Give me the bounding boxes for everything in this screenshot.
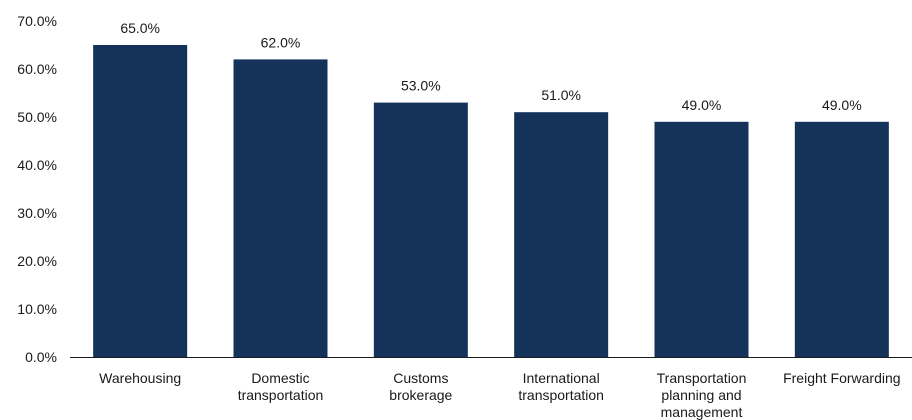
y-tick-label: 40.0%	[17, 157, 57, 173]
bar	[794, 121, 889, 357]
bar	[233, 59, 328, 358]
x-category-label: planning and	[661, 387, 741, 403]
x-axis: Warehousing DomestictransportationCustoms…	[70, 357, 912, 420]
x-category-label: transportation	[518, 387, 604, 403]
bar-value-label: 49.0%	[822, 97, 862, 113]
x-category-label: Transportation	[657, 370, 747, 386]
x-category-label: International	[523, 370, 600, 386]
x-category-label: Freight Forwarding	[783, 370, 901, 386]
y-tick-label: 0.0%	[25, 349, 57, 365]
x-category-label: management	[661, 404, 743, 420]
bar-value-label: 65.0%	[120, 20, 160, 36]
y-tick-label: 30.0%	[17, 205, 57, 221]
bars	[93, 45, 889, 358]
bar-value-label: 53.0%	[401, 78, 441, 94]
bar	[514, 112, 609, 357]
bar-value-label: 49.0%	[682, 97, 722, 113]
x-category-label: Customs	[393, 370, 448, 386]
y-tick-label: 50.0%	[17, 109, 57, 125]
bar	[654, 121, 749, 357]
y-tick-label: 10.0%	[17, 301, 57, 317]
bar-value-label: 62.0%	[261, 34, 301, 50]
x-category-label: Domestic	[251, 370, 309, 386]
data-labels: 65.0% 62.0% 53.0% 51.0% 49.0% 49.0%	[120, 20, 861, 113]
x-category-label: brokerage	[389, 387, 452, 403]
y-axis: 0.0% 10.0% 20.0% 30.0% 40.0% 50.0% 60.0% 70.0%	[17, 13, 57, 365]
bar	[373, 102, 468, 357]
bar	[93, 45, 188, 357]
y-tick-label: 70.0%	[17, 13, 57, 29]
x-category-label: Warehousing	[99, 370, 181, 386]
y-tick-label: 20.0%	[17, 253, 57, 269]
bar-value-label: 51.0%	[541, 87, 581, 103]
x-category-label: transportation	[238, 387, 324, 403]
y-tick-label: 60.0%	[17, 61, 57, 77]
